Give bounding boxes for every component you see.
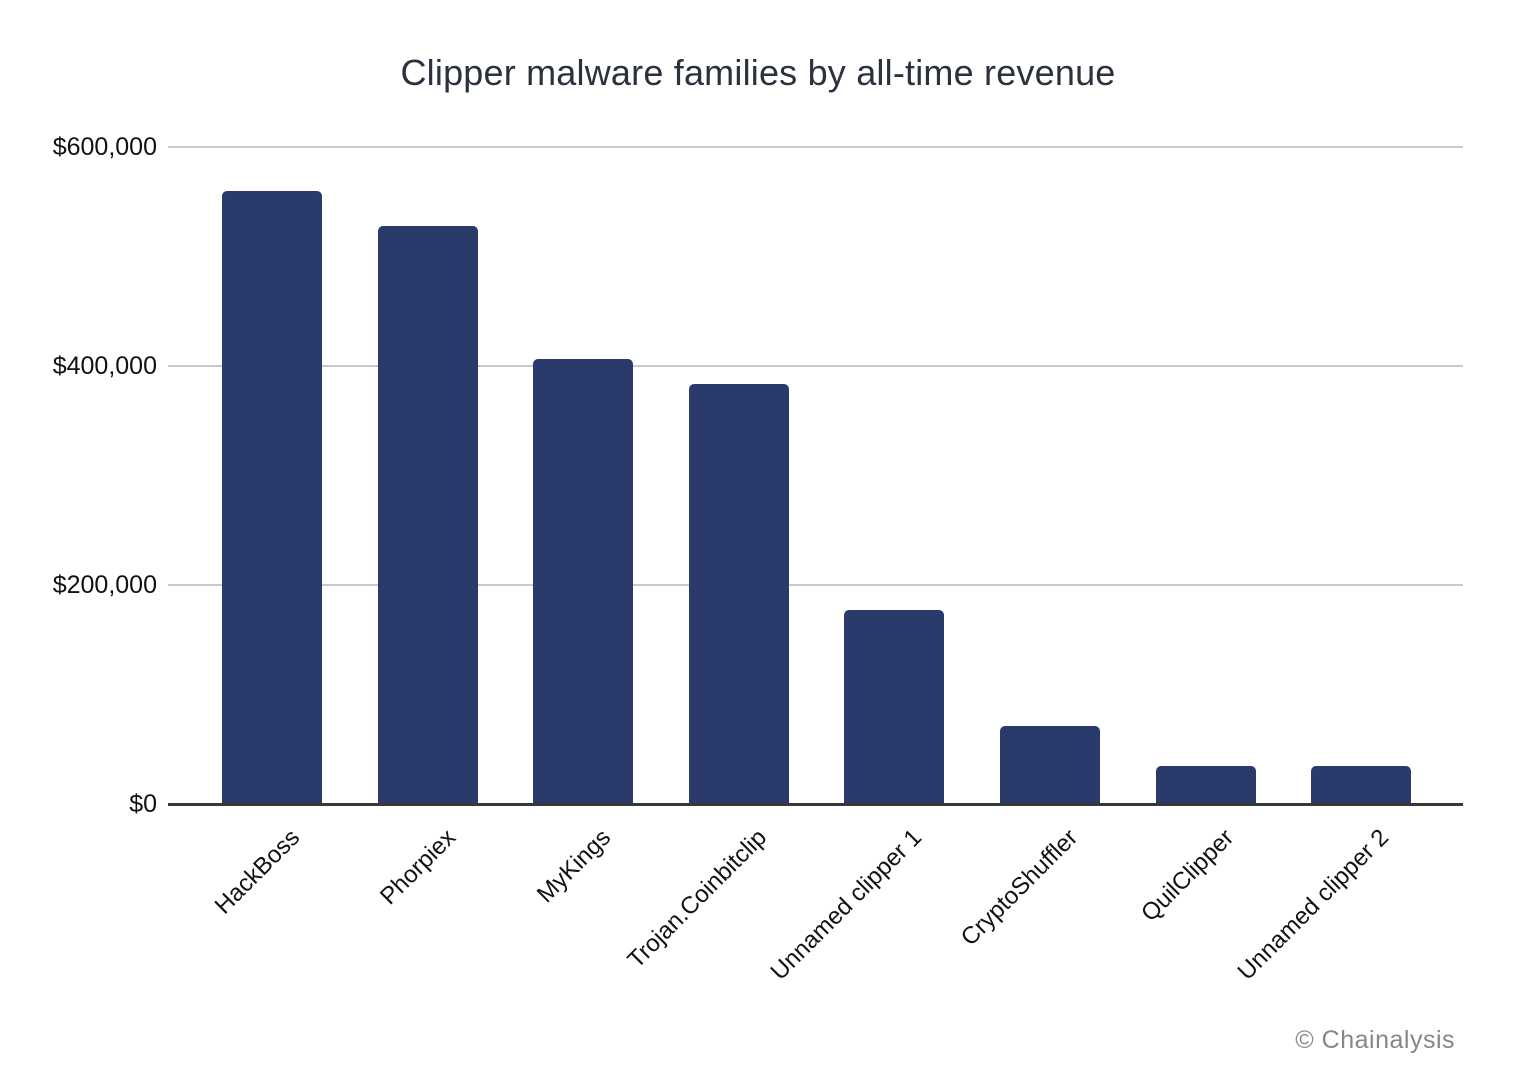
x-axis-line (168, 803, 1463, 806)
bar (1156, 766, 1256, 804)
bar (844, 610, 944, 804)
y-axis-label: $0 (129, 790, 157, 818)
bar (533, 359, 633, 804)
gridline (168, 146, 1463, 148)
y-axis-label: $200,000 (52, 571, 157, 599)
y-axis-label: $600,000 (52, 133, 157, 161)
bar (378, 226, 478, 804)
bar (222, 191, 322, 804)
bar (1311, 766, 1411, 804)
bar (1000, 726, 1100, 804)
chart-title: Clipper malware families by all-time rev… (400, 52, 1116, 93)
gridline (168, 584, 1463, 586)
bar (689, 384, 789, 804)
y-axis-label: $400,000 (52, 352, 157, 380)
gridline (168, 365, 1463, 367)
chainalysis-credit: © Chainalysis (1295, 1026, 1455, 1054)
